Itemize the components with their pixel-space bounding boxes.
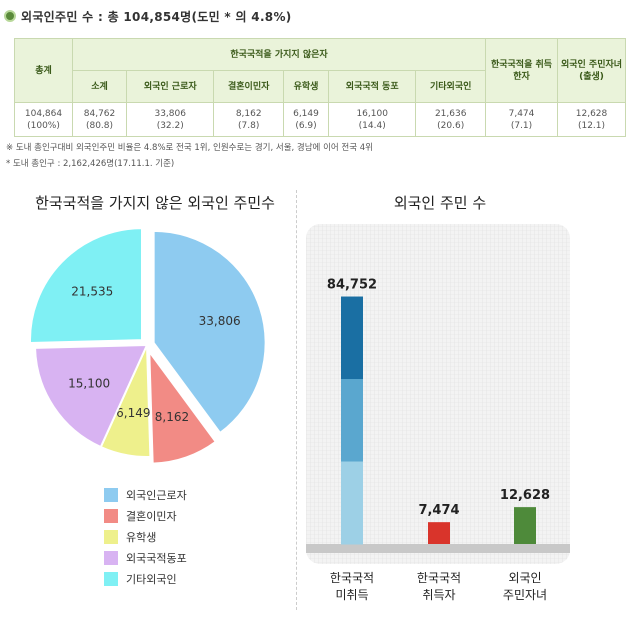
legend-swatch [104,508,118,523]
legend-item: 외국인근로자 [104,484,187,505]
table-cell: 6,149 (6.9) [282,102,330,137]
pie-slice [148,348,218,465]
category-label: 미취득 [335,588,368,602]
pie-slice [34,343,149,449]
legend-item: 외국국적동포 [104,547,187,568]
footnote: * 도내 총인구 : 2,162,426명(17.11.1. 기준) [6,159,175,169]
pie-chart: 33,806 8,162 6,149 15,100 21,535 [29,227,267,465]
table-cell: 84,762 (80.8) [71,102,128,137]
pie-slice-label: 8,162 [155,410,189,424]
plot-area [306,224,570,564]
legend-label: 외국인근로자 [126,488,187,502]
pie-slice-label: 33,806 [199,314,241,328]
bar-value-label: 84,752 [327,278,377,293]
subheader: 결혼이민자 [213,70,284,103]
category-label: 한국국적 [417,571,461,585]
header-children: 외국인 주민자녀(출생) [557,38,626,103]
table-cell: 12,628 (12.1) [557,102,626,137]
subheader: 기타외국인 [415,70,486,103]
pie-slice [29,227,143,345]
bar [341,461,363,545]
legend-item: 결혼이민자 [104,505,187,526]
legend-label: 외국국적동포 [126,551,187,565]
bar-chart-title: 외국인 주민 수 [393,194,487,212]
bar [341,379,363,463]
table-cell: 7,474 (7.1) [485,102,558,137]
baseline [306,544,570,553]
legend-item: 유학생 [104,526,187,547]
footnotes: ※ 도내 총인구대비 외국인주민 비율은 4.8%로 전국 1위, 인원수로는 … [6,140,373,172]
legend-label: 결혼이민자 [126,509,177,523]
footnote: ※ 도내 총인구대비 외국인주민 비율은 4.8%로 전국 1위, 인원수로는 … [6,143,373,153]
subheader: 유학생 [282,70,330,103]
header-group: 한국국적을 가지지 않은자 [72,38,486,71]
pie-slice-label: 21,535 [71,285,113,299]
subheader: 소계 [71,70,128,103]
category-label: 한국국적 [330,571,374,585]
bar [514,507,536,544]
stats-table: 총계 한국국적을 가지지 않은자 한국국적을 취득한자 외국인 주민자녀(출생)… [14,38,626,137]
category-label: 주민자녀 [503,588,547,602]
bar [428,522,450,544]
bullet-icon [4,10,16,22]
table-cell: 21,636 (20.6) [415,102,486,137]
legend-label: 유학생 [126,530,157,544]
table-cell: 33,806 (32.2) [126,102,215,137]
category-label: 외국인 [508,571,541,585]
table-cell: 8,162 (7.8) [213,102,284,137]
pie-slice [152,229,267,435]
bar [341,296,363,380]
table-cell: 104,864 (100%) [14,102,73,137]
legend-swatch [104,529,118,544]
pie-slice-label: 15,100 [68,376,110,390]
legend-item: 기타외국인 [104,568,187,589]
table-cell: 16,100 (14.4) [327,102,417,137]
chart-divider [296,190,297,610]
legend-swatch [104,571,118,586]
subheader: 외국국적 동포 [327,70,417,103]
header-total: 총계 [14,38,73,103]
section-header: 외국인주민 수 : 총 104,854명(도민 * 의 4.8%) [4,6,292,26]
legend-swatch [104,487,118,502]
pie-chart-title: 한국국적을 가지지 않은 외국인 주민수 [35,194,275,212]
section-title: 외국인주민 수 : 총 104,854명(도민 * 의 4.8%) [21,9,292,24]
bar-value-label: 7,474 [418,503,459,518]
subheader: 외국인 근로자 [126,70,215,103]
legend-swatch [104,550,118,565]
category-label: 취득자 [422,588,455,602]
pie-slice-label: 6,149 [116,406,150,420]
bar-value-label: 12,628 [500,488,550,503]
legend-label: 기타외국인 [126,572,177,586]
header-naturalized: 한국국적을 취득한자 [485,38,558,103]
